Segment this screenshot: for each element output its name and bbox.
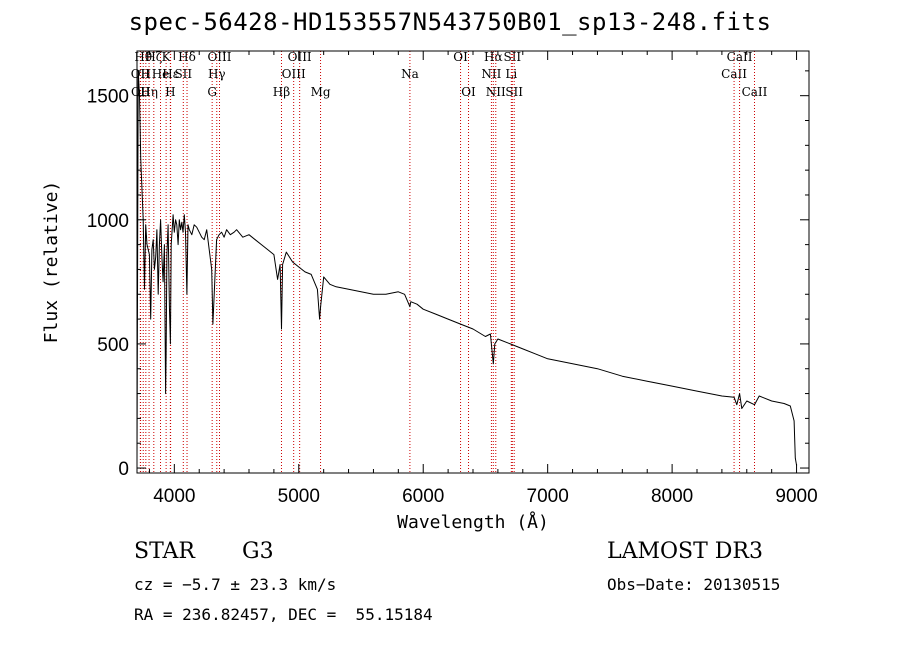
spectral-line-label-21: OI xyxy=(461,85,476,99)
spectral-line-label-23: Hα xyxy=(484,50,503,64)
y-tick-label-3: 1500 xyxy=(87,87,129,108)
spectral-line-label-29: CaII xyxy=(727,50,753,64)
spectral-line-label-0: OII xyxy=(131,67,151,81)
spectral-line-label-2: Hθ xyxy=(134,50,152,64)
redshift-text: cz = −5.7 ± 23.3 km/s xyxy=(134,575,337,594)
plot-frame xyxy=(136,50,810,474)
spectral-line-label-24: NII xyxy=(486,85,506,99)
spectral-line-label-30: CaII xyxy=(742,85,768,99)
object-class: STAR xyxy=(134,539,195,564)
spectral-line-label-26: SII xyxy=(503,50,521,64)
series-layer xyxy=(136,70,798,466)
x-tick-label-2: 6000 xyxy=(402,486,444,507)
survey-name: LAMOST DR3 xyxy=(607,539,763,564)
y-tick-label-2: 1000 xyxy=(87,211,129,232)
spectral-line-label-13: Hγ xyxy=(208,67,226,81)
x-tick-label-1: 5000 xyxy=(278,486,320,507)
y-tick-label-1: 500 xyxy=(97,335,129,356)
spectral-line-label-18: Mg xyxy=(311,85,331,99)
spectral-line-label-7: K xyxy=(162,50,172,64)
spectral-line-label-11: Hδ xyxy=(178,50,196,64)
spectral-line-label-17: OIII xyxy=(288,50,312,64)
x-tick-label-3: 7000 xyxy=(527,486,569,507)
chart-title: spec-56428-HD153557N543750B01_sp13-248.f… xyxy=(128,8,772,36)
spectral-line-label-15: Hβ xyxy=(273,85,290,99)
spectral-line-label-28: CaII xyxy=(721,67,747,81)
y-axis-label: Flux (relative) xyxy=(41,181,62,344)
object-subclass: G3 xyxy=(242,539,274,564)
spectral-line-label-27: SII xyxy=(505,85,523,99)
obs-date-text: Obs−Date: 20130515 xyxy=(607,575,781,594)
spectral-line-label-20: OI xyxy=(453,50,468,64)
x-tick-label-5: 9000 xyxy=(775,486,817,507)
spectral-line-label-16: OIII xyxy=(282,67,306,81)
spectral-line-label-6: He xyxy=(152,67,170,81)
spectral-line-label-25: Li xyxy=(505,67,517,81)
spectral-line-label-9: Hε xyxy=(162,67,179,81)
y-tick-label-0: 0 xyxy=(118,459,129,480)
coordinates-text: RA = 236.82457, DEC = 55.15184 xyxy=(134,605,433,624)
spectral-lines-layer: OIIOIIHθHHηHζHeKHHεSIIHδGHγOIIIHβOIIIOII… xyxy=(131,50,768,473)
spectral-line-label-14: OIII xyxy=(207,50,231,64)
spectral-line-label-4: Hη xyxy=(140,85,158,99)
spectral-line-label-22: NII xyxy=(481,67,501,81)
series-line-flux xyxy=(136,70,798,466)
x-axis-label: Wavelength (Å) xyxy=(397,511,549,533)
spectral-line-label-10: SII xyxy=(174,67,192,81)
spectral-line-label-3: H xyxy=(141,67,151,81)
spectral-line-label-19: Na xyxy=(401,67,419,81)
x-tick-label-0: 4000 xyxy=(153,486,195,507)
axes-layer: 4000 5000 6000 7000 8000 9000 0 500 1000 1500 xyxy=(87,51,818,507)
x-tick-label-4: 8000 xyxy=(651,486,693,507)
spectral-line-label-12: G xyxy=(207,85,217,99)
spectral-line-label-8: H xyxy=(165,85,175,99)
